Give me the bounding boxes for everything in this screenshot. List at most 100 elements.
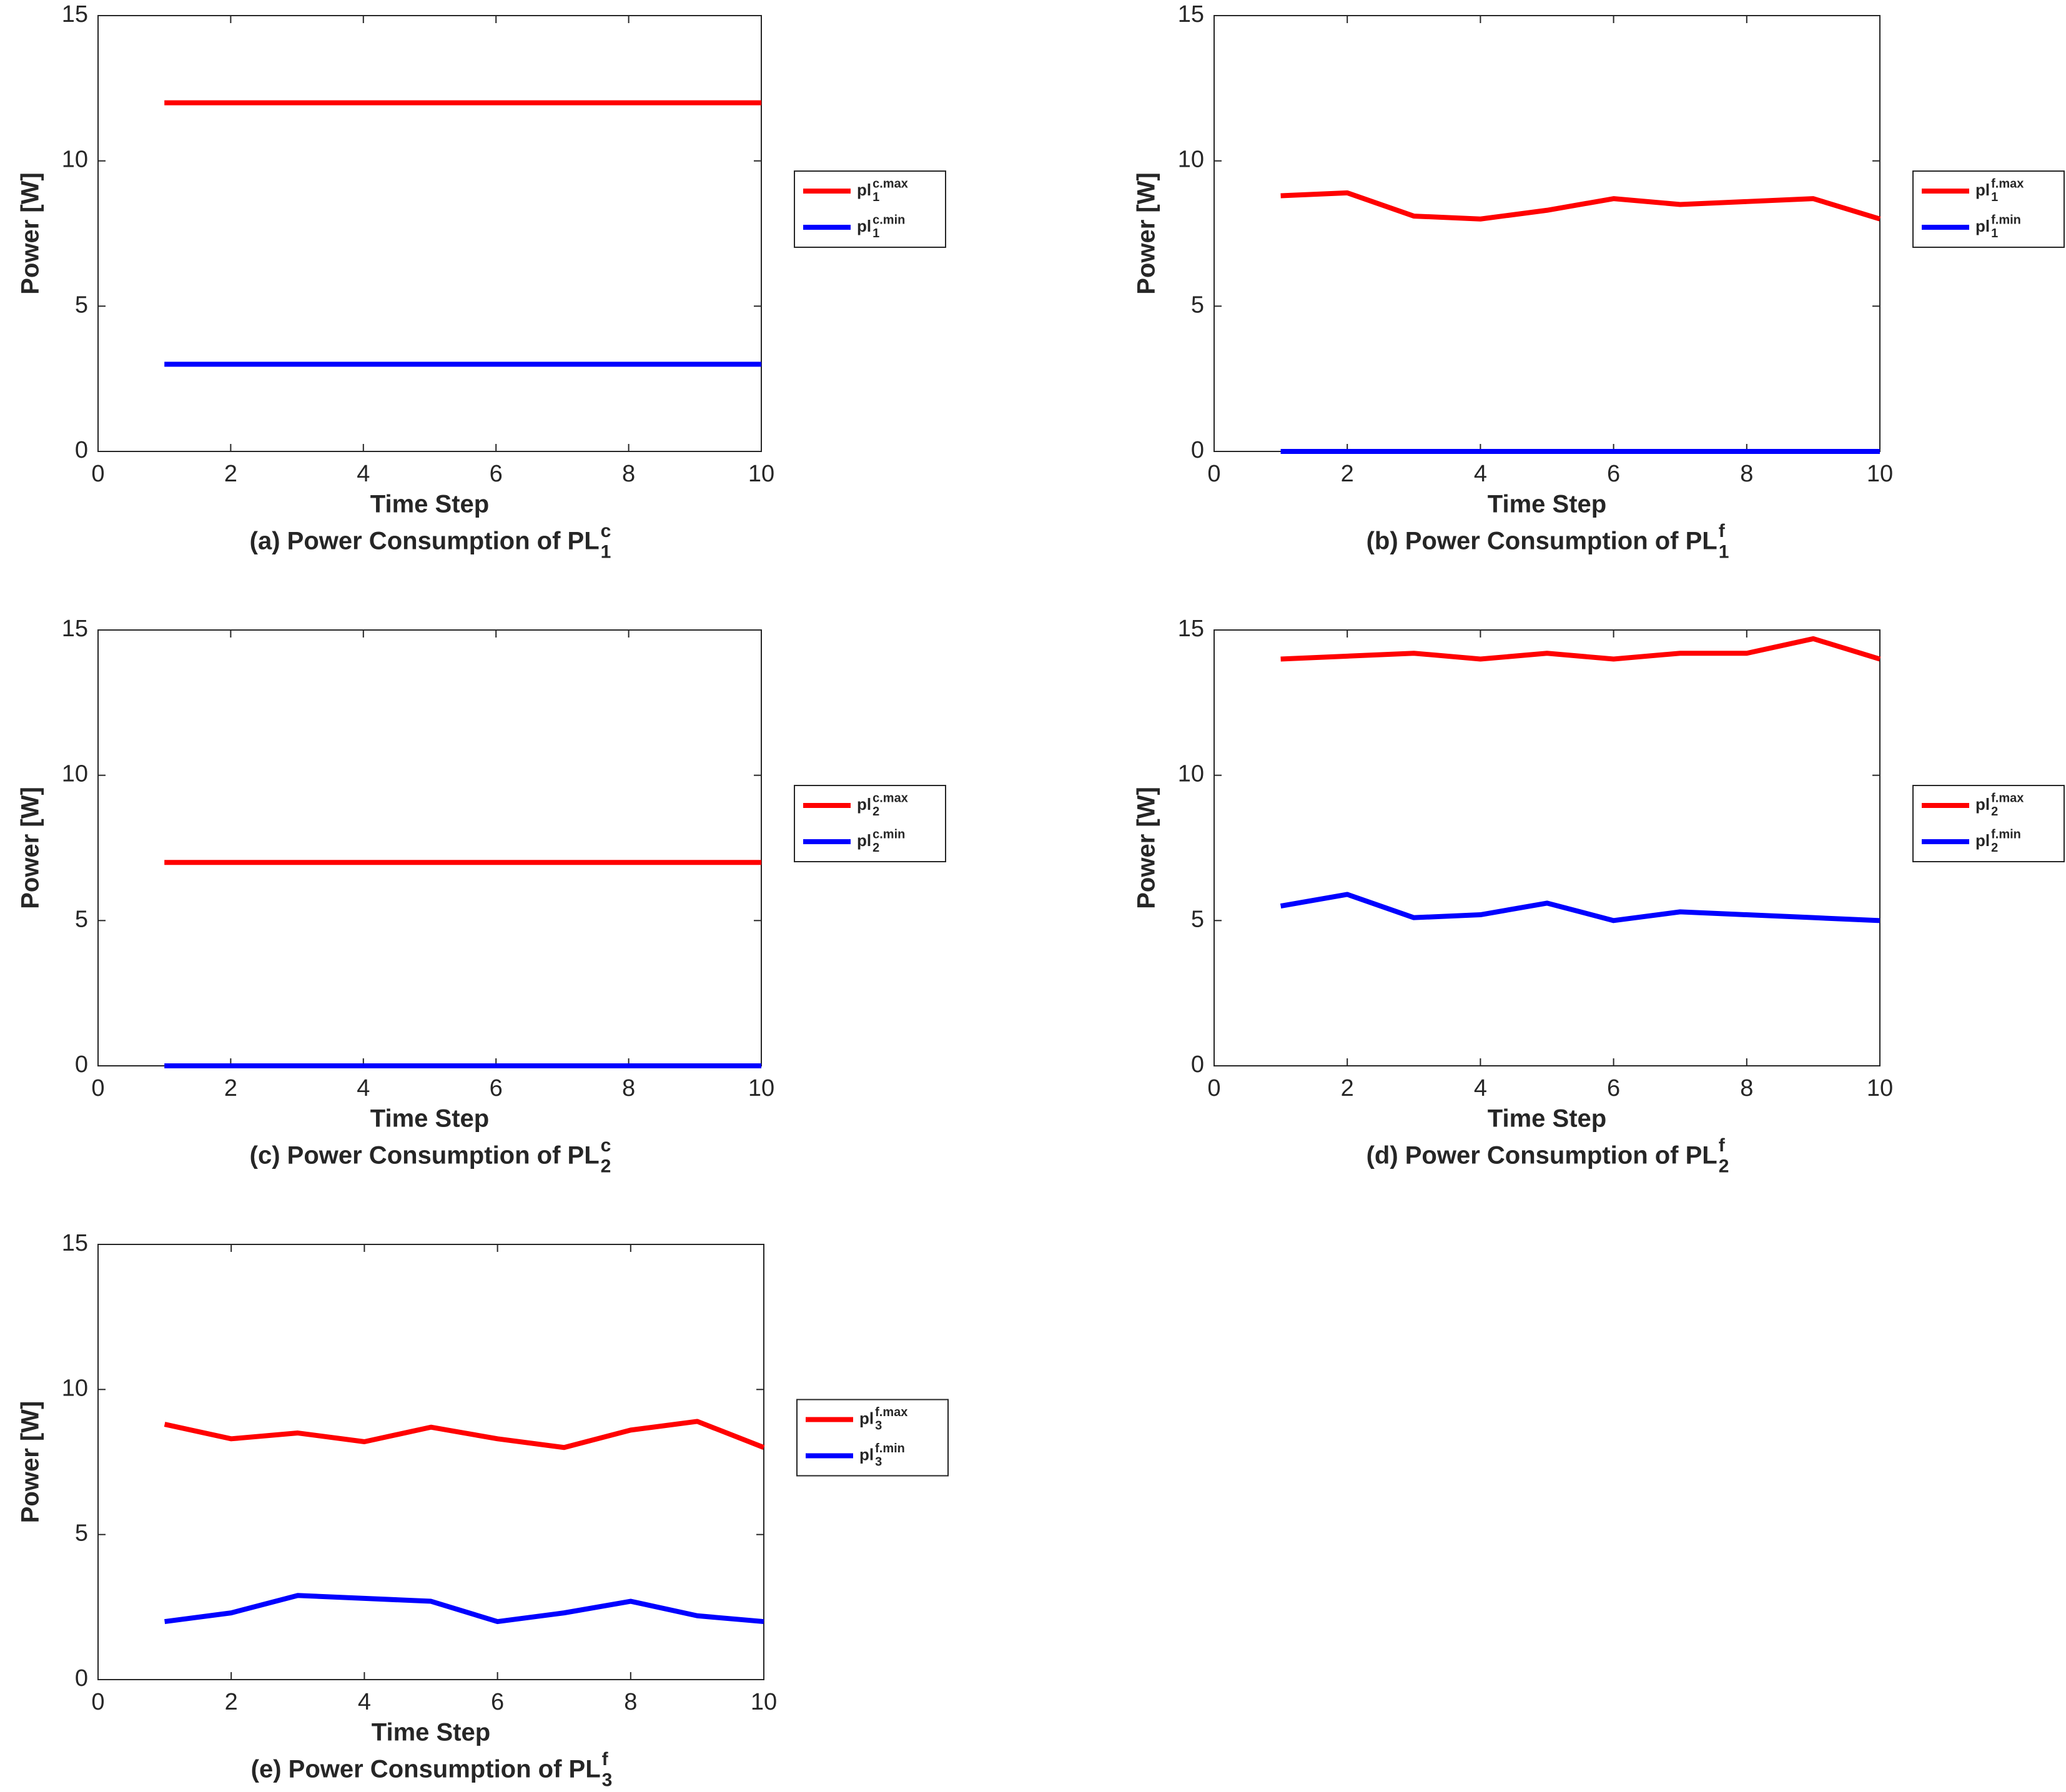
legend-label-sub: 2 (1991, 805, 1998, 819)
legend-label-sup: f.max (1991, 791, 2024, 805)
legend-label-sup: f.max (875, 1406, 907, 1419)
x-tick-label: 8 (622, 1075, 635, 1101)
y-tick-label: 10 (62, 147, 88, 173)
x-axis-label: Time Step (372, 1719, 490, 1746)
y-tick-label: 10 (62, 1375, 88, 1401)
legend-label: pl (857, 831, 871, 850)
y-axis-label: Power [W] (17, 172, 44, 295)
x-tick-label: 2 (1341, 1075, 1354, 1101)
y-tick-label: 10 (62, 761, 88, 787)
legend-box (1912, 785, 2065, 862)
x-tick-label: 0 (91, 1689, 104, 1715)
legend-label-sup: c.max (872, 791, 908, 805)
x-tick-label: 2 (225, 1689, 238, 1715)
legend-label: pl (857, 795, 871, 814)
x-tick-label: 8 (1740, 461, 1753, 487)
y-axis-label: Power [W] (17, 1401, 44, 1524)
chart-title: (d) Power Consumption of PL (1367, 1142, 1718, 1169)
chart-title-sup: c (601, 1135, 611, 1156)
legend-label-sub: 2 (872, 805, 879, 819)
legend-label-sub: 2 (872, 841, 879, 855)
y-tick-label: 5 (75, 292, 88, 318)
chart-title: (e) Power Consumption of PL (251, 1756, 601, 1783)
chart-title: (b) Power Consumption of PL (1367, 528, 1718, 555)
y-tick-label: 5 (75, 906, 88, 932)
y-tick-label: 10 (1178, 761, 1204, 787)
series-line (1280, 190, 1881, 222)
plot-area (97, 15, 762, 452)
x-axis-label: Time Step (370, 491, 489, 518)
legend-label: pl (1975, 795, 1990, 814)
plot-area (1213, 15, 1881, 452)
x-tick-label: 8 (1740, 1075, 1753, 1101)
y-tick-label: 0 (75, 1051, 88, 1078)
x-tick-label: 6 (490, 1075, 503, 1101)
y-tick-label: 0 (1191, 1051, 1204, 1078)
legend-label-sup: f.max (1991, 177, 2024, 190)
y-tick-label: 15 (62, 1, 88, 27)
x-tick-label: 2 (1341, 461, 1354, 487)
chart-title-sup: f (1719, 1135, 1726, 1156)
x-tick-label: 4 (1474, 461, 1487, 487)
x-axis-label: Time Step (370, 1105, 489, 1133)
chart-title: (c) Power Consumption of PL (250, 1142, 600, 1169)
x-tick-label: 10 (1867, 461, 1893, 487)
chart-title: (a) Power Consumption of PL (250, 528, 600, 555)
legend-box (1912, 170, 2065, 248)
x-axis-label: Time Step (1488, 491, 1606, 518)
plot-area (97, 629, 762, 1066)
legend-label: pl (1975, 217, 1990, 235)
chart-title-sup: f (602, 1749, 609, 1770)
legend-label-sub: 1 (872, 227, 879, 240)
x-tick-label: 4 (358, 1689, 371, 1715)
chart-title-sub: 2 (601, 1156, 611, 1177)
x-tick-label: 0 (91, 1075, 104, 1101)
legend-label-sup: f.min (1991, 213, 2021, 227)
x-tick-label: 0 (1207, 461, 1220, 487)
legend-label: pl (1975, 831, 1990, 850)
x-tick-label: 6 (491, 1689, 504, 1715)
plot-area (1213, 629, 1881, 1066)
y-tick-label: 10 (1178, 147, 1204, 173)
series-line (164, 1419, 765, 1450)
x-tick-label: 4 (357, 1075, 370, 1101)
x-tick-label: 2 (224, 1075, 237, 1101)
y-axis-label: Power [W] (1133, 172, 1160, 295)
x-tick-label: 6 (1607, 1075, 1620, 1101)
x-tick-label: 10 (751, 1689, 777, 1715)
x-tick-label: 0 (1207, 1075, 1220, 1101)
y-tick-label: 0 (75, 437, 88, 463)
legend-label-sup: c.min (872, 827, 905, 841)
legend-label-sup: c.max (872, 177, 908, 190)
y-tick-label: 0 (75, 1665, 88, 1691)
chart-title-sub: 1 (601, 542, 611, 563)
legend-label-sup: f.min (1991, 827, 2021, 841)
y-tick-label: 5 (1191, 906, 1204, 932)
y-tick-label: 0 (1191, 437, 1204, 463)
x-tick-label: 6 (1607, 461, 1620, 487)
x-tick-label: 8 (622, 461, 635, 487)
legend-label-sub: 1 (1991, 190, 1998, 204)
legend-label-sub: 1 (872, 190, 879, 204)
legend-box (796, 1399, 949, 1477)
series-line (1280, 892, 1881, 923)
x-tick-label: 8 (624, 1689, 637, 1715)
legend-label: pl (857, 180, 871, 199)
y-axis-label: Power [W] (1133, 787, 1160, 909)
y-axis-label: Power [W] (17, 787, 44, 909)
legend-label-sup: c.min (872, 213, 905, 227)
x-tick-label: 4 (357, 461, 370, 487)
legend-box (794, 785, 946, 862)
x-tick-label: 0 (91, 461, 104, 487)
y-tick-label: 5 (75, 1520, 88, 1547)
x-tick-label: 10 (748, 1075, 774, 1101)
x-tick-label: 6 (490, 461, 503, 487)
y-tick-label: 15 (62, 616, 88, 642)
legend-label-sup: f.min (875, 1442, 905, 1455)
legend-label-sub: 1 (1991, 227, 1998, 240)
y-tick-label: 5 (1191, 292, 1204, 318)
chart-title-sup: f (1719, 521, 1726, 541)
legend-label: pl (859, 1445, 874, 1464)
legend-label: pl (859, 1409, 874, 1427)
